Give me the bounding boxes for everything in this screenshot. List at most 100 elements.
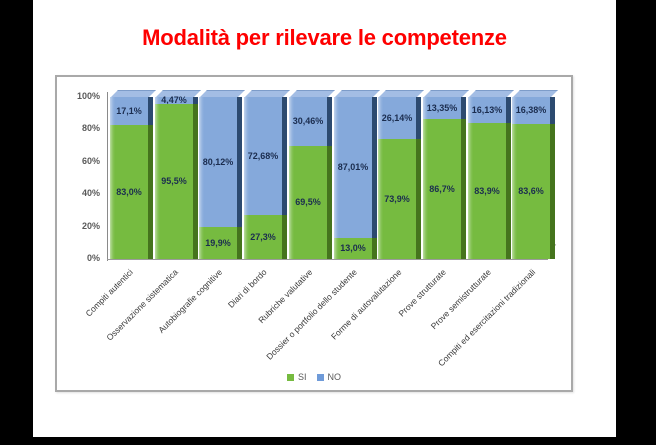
data-label-si: 83,9% — [474, 185, 500, 196]
data-label-si: 86,7% — [429, 183, 455, 194]
x-axis-label: Dossier o portfolio dello studente — [264, 267, 360, 362]
bar-segment-si: 19,9% — [199, 227, 237, 259]
data-label-no: 26,14% — [381, 112, 413, 123]
stacked-bar: 4,47% 95,5% — [155, 90, 201, 259]
data-label-si: 83,6% — [518, 186, 544, 196]
bar-segment-si: 83,0% — [110, 125, 148, 259]
bar-segment-no: 80,12% — [199, 97, 237, 227]
bar-side-si — [372, 238, 377, 259]
bar-side-si — [282, 215, 287, 259]
data-label-no: 87,01% — [337, 162, 369, 172]
y-axis-line — [107, 92, 108, 261]
bar-side-si — [461, 119, 466, 259]
y-axis-tick: 20% — [81, 220, 100, 231]
y-axis-tick: 0% — [86, 253, 100, 263]
legend-entry-no: NO — [316, 372, 342, 382]
bar-side-si — [193, 104, 198, 259]
legend-entry-si: SI — [286, 372, 307, 382]
x-axis-label: Diari di bordo — [226, 267, 270, 310]
page-title: Modalità per rilevare le competenze — [142, 25, 507, 50]
bar-side-si — [550, 124, 555, 259]
bar-segment-si: 86,7% — [423, 119, 461, 259]
data-label-si: 27,3% — [250, 231, 276, 242]
bar-segment-no: 17,1% — [110, 97, 148, 125]
bar-segment-no: 87,01% — [334, 97, 372, 238]
data-label-si: 19,9% — [205, 237, 231, 248]
stacked-bar: 30,46% 69,5% — [289, 90, 335, 259]
slide: Modalità per rilevare le competenze 100%… — [33, 0, 616, 437]
bar-segment-si: 83,6% — [512, 124, 550, 259]
bar-side-face — [148, 97, 153, 259]
bar-side-si — [416, 139, 421, 259]
data-label-si: 73,9% — [384, 193, 410, 204]
bar-side-no — [372, 97, 377, 238]
data-label-si: 83,0% — [116, 186, 142, 197]
bar-segment-no: 30,46% — [289, 97, 327, 146]
bar-segment-si: 27,3% — [244, 215, 282, 259]
x-axis-label: Compiti ed esercitazioni tradizionali — [435, 267, 538, 369]
y-axis-tick: 40% — [81, 188, 100, 199]
legend-label: NO — [327, 372, 342, 382]
y-axis-tick: 80% — [81, 123, 100, 134]
bar-side-si — [148, 125, 153, 259]
data-label-no: 30,46% — [292, 116, 324, 126]
data-label-si: 95,5% — [161, 176, 187, 186]
legend-label: SI — [297, 372, 307, 382]
bar-segment-no: 26,14% — [378, 97, 416, 139]
legend-swatch-no — [316, 373, 324, 381]
bar-segment-no: 13,35% — [423, 97, 461, 119]
bar-side-no — [148, 97, 153, 125]
bar-side-face — [193, 97, 198, 259]
bar-side-face — [282, 97, 287, 259]
bar-side-no — [237, 97, 242, 227]
bar-segment-no: 72,68% — [244, 97, 282, 215]
y-axis-tick: 60% — [81, 155, 100, 166]
bar-segment-no: 16,13% — [468, 97, 506, 123]
data-label-no: 80,12% — [202, 156, 234, 167]
data-label-no: 16,38% — [515, 105, 547, 115]
data-label-no: 13,35% — [426, 102, 458, 113]
data-label-si: 13,0% — [340, 243, 366, 253]
bar-side-no — [461, 97, 466, 119]
bar-segment-no: 16,38% — [512, 97, 550, 124]
bar-side-no — [327, 97, 332, 146]
bar-side-si — [237, 227, 242, 259]
bar-segment-si: 73,9% — [378, 139, 416, 259]
bar-segment-si: 83,9% — [468, 123, 506, 259]
data-label-si: 69,5% — [295, 197, 321, 207]
bar-side-face — [237, 97, 242, 259]
bar-side-face — [416, 97, 421, 259]
bar-segment-no: 4,47% — [155, 95, 193, 105]
bar-segment-si: 69,5% — [289, 146, 327, 259]
stacked-bar: 16,38% 83,6% — [512, 90, 558, 259]
legend-swatch-si — [286, 373, 294, 381]
stacked-bar: 16,13% 83,9% — [468, 90, 514, 259]
bar-side-face — [506, 97, 511, 259]
data-label-no: 16,13% — [471, 104, 503, 115]
bar-side-no — [550, 97, 555, 124]
bar-side-no — [506, 97, 511, 123]
bar-segment-si: 13,0% — [334, 238, 372, 259]
data-label-no: 72,68% — [247, 150, 279, 161]
stacked-bar: 80,12% 19,9% — [199, 90, 245, 259]
stacked-bar: 87,01% 13,0% — [334, 90, 380, 259]
y-axis-tick: 100% — [76, 91, 100, 101]
bar-side-si — [506, 123, 511, 259]
bar-side-no — [282, 97, 287, 215]
stacked-bar: 26,14% 73,9% — [378, 90, 424, 259]
data-label-no: 4,47% — [161, 95, 187, 105]
bar-side-si — [327, 146, 332, 259]
stacked-bar: 17,1% 83,0% — [110, 90, 156, 259]
bar-side-no — [193, 97, 198, 104]
chart-area: 100% 80% 60% 40% 20% 0% 17,1% 83,0% 4,47% 95,5% 8… — [55, 75, 573, 392]
stacked-bar: 72,68% 27,3% — [244, 90, 290, 259]
bar-side-face — [327, 97, 332, 259]
bar-side-face — [461, 97, 466, 259]
bar-side-face — [372, 97, 377, 259]
data-label-no: 17,1% — [116, 105, 142, 116]
y-axis-labels: 100% 80% 60% 40% 20% 0% — [57, 77, 103, 277]
bar-side-no — [416, 97, 421, 139]
bar-segment-si: 95,5% — [155, 104, 193, 259]
x-axis-line — [107, 259, 548, 260]
stacked-bar: 13,35% 86,7% — [423, 90, 469, 259]
